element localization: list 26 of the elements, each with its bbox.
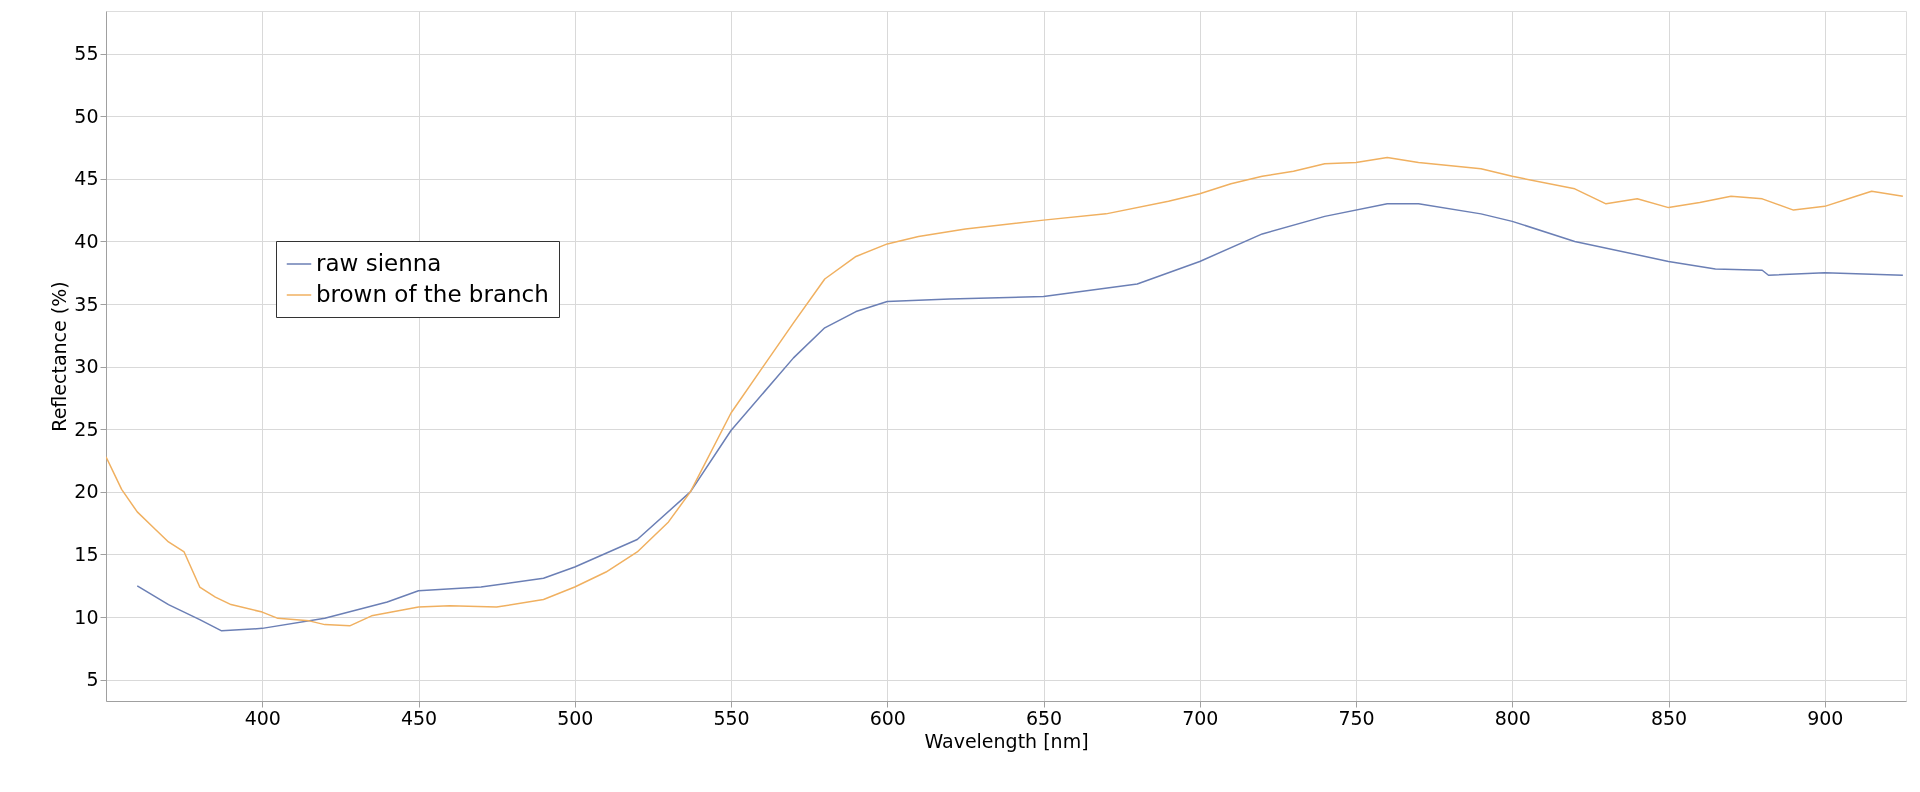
x-tick-label: 750 (1338, 706, 1375, 729)
x-tick-label: 550 (713, 706, 750, 729)
x-tick-label: 500 (557, 706, 594, 729)
x-tick-label: 800 (1494, 706, 1531, 729)
x-tick-label: 450 (400, 706, 438, 729)
y-tick-label: 45 (74, 167, 99, 190)
y-tick-label: 10 (74, 605, 99, 628)
x-tick-label: 700 (1182, 706, 1219, 729)
y-tick-label: 20 (74, 480, 99, 503)
legend-label: brown of the branch (316, 281, 549, 307)
y-tick-label: 30 (74, 355, 99, 378)
x-tick-label: 600 (869, 706, 906, 729)
x-tick-label: 900 (1807, 706, 1844, 729)
y-tick-label: 50 (74, 104, 99, 127)
y-tick-label: 35 (74, 292, 99, 315)
x-tick-label: 850 (1650, 706, 1688, 729)
y-tick-label: 40 (74, 229, 99, 252)
y-axis-title: Reflectance (%) (48, 281, 71, 432)
x-tick-label: 400 (244, 706, 281, 729)
legend-label: raw sienna (316, 250, 442, 276)
y-tick-label: 5 (86, 668, 99, 691)
y-tick-label: 25 (74, 417, 99, 440)
x-axis-title: Wavelength [nm] (924, 729, 1089, 752)
x-tick-label: 650 (1025, 706, 1063, 729)
y-tick-label: 15 (74, 542, 99, 565)
y-tick-label: 55 (74, 42, 99, 65)
